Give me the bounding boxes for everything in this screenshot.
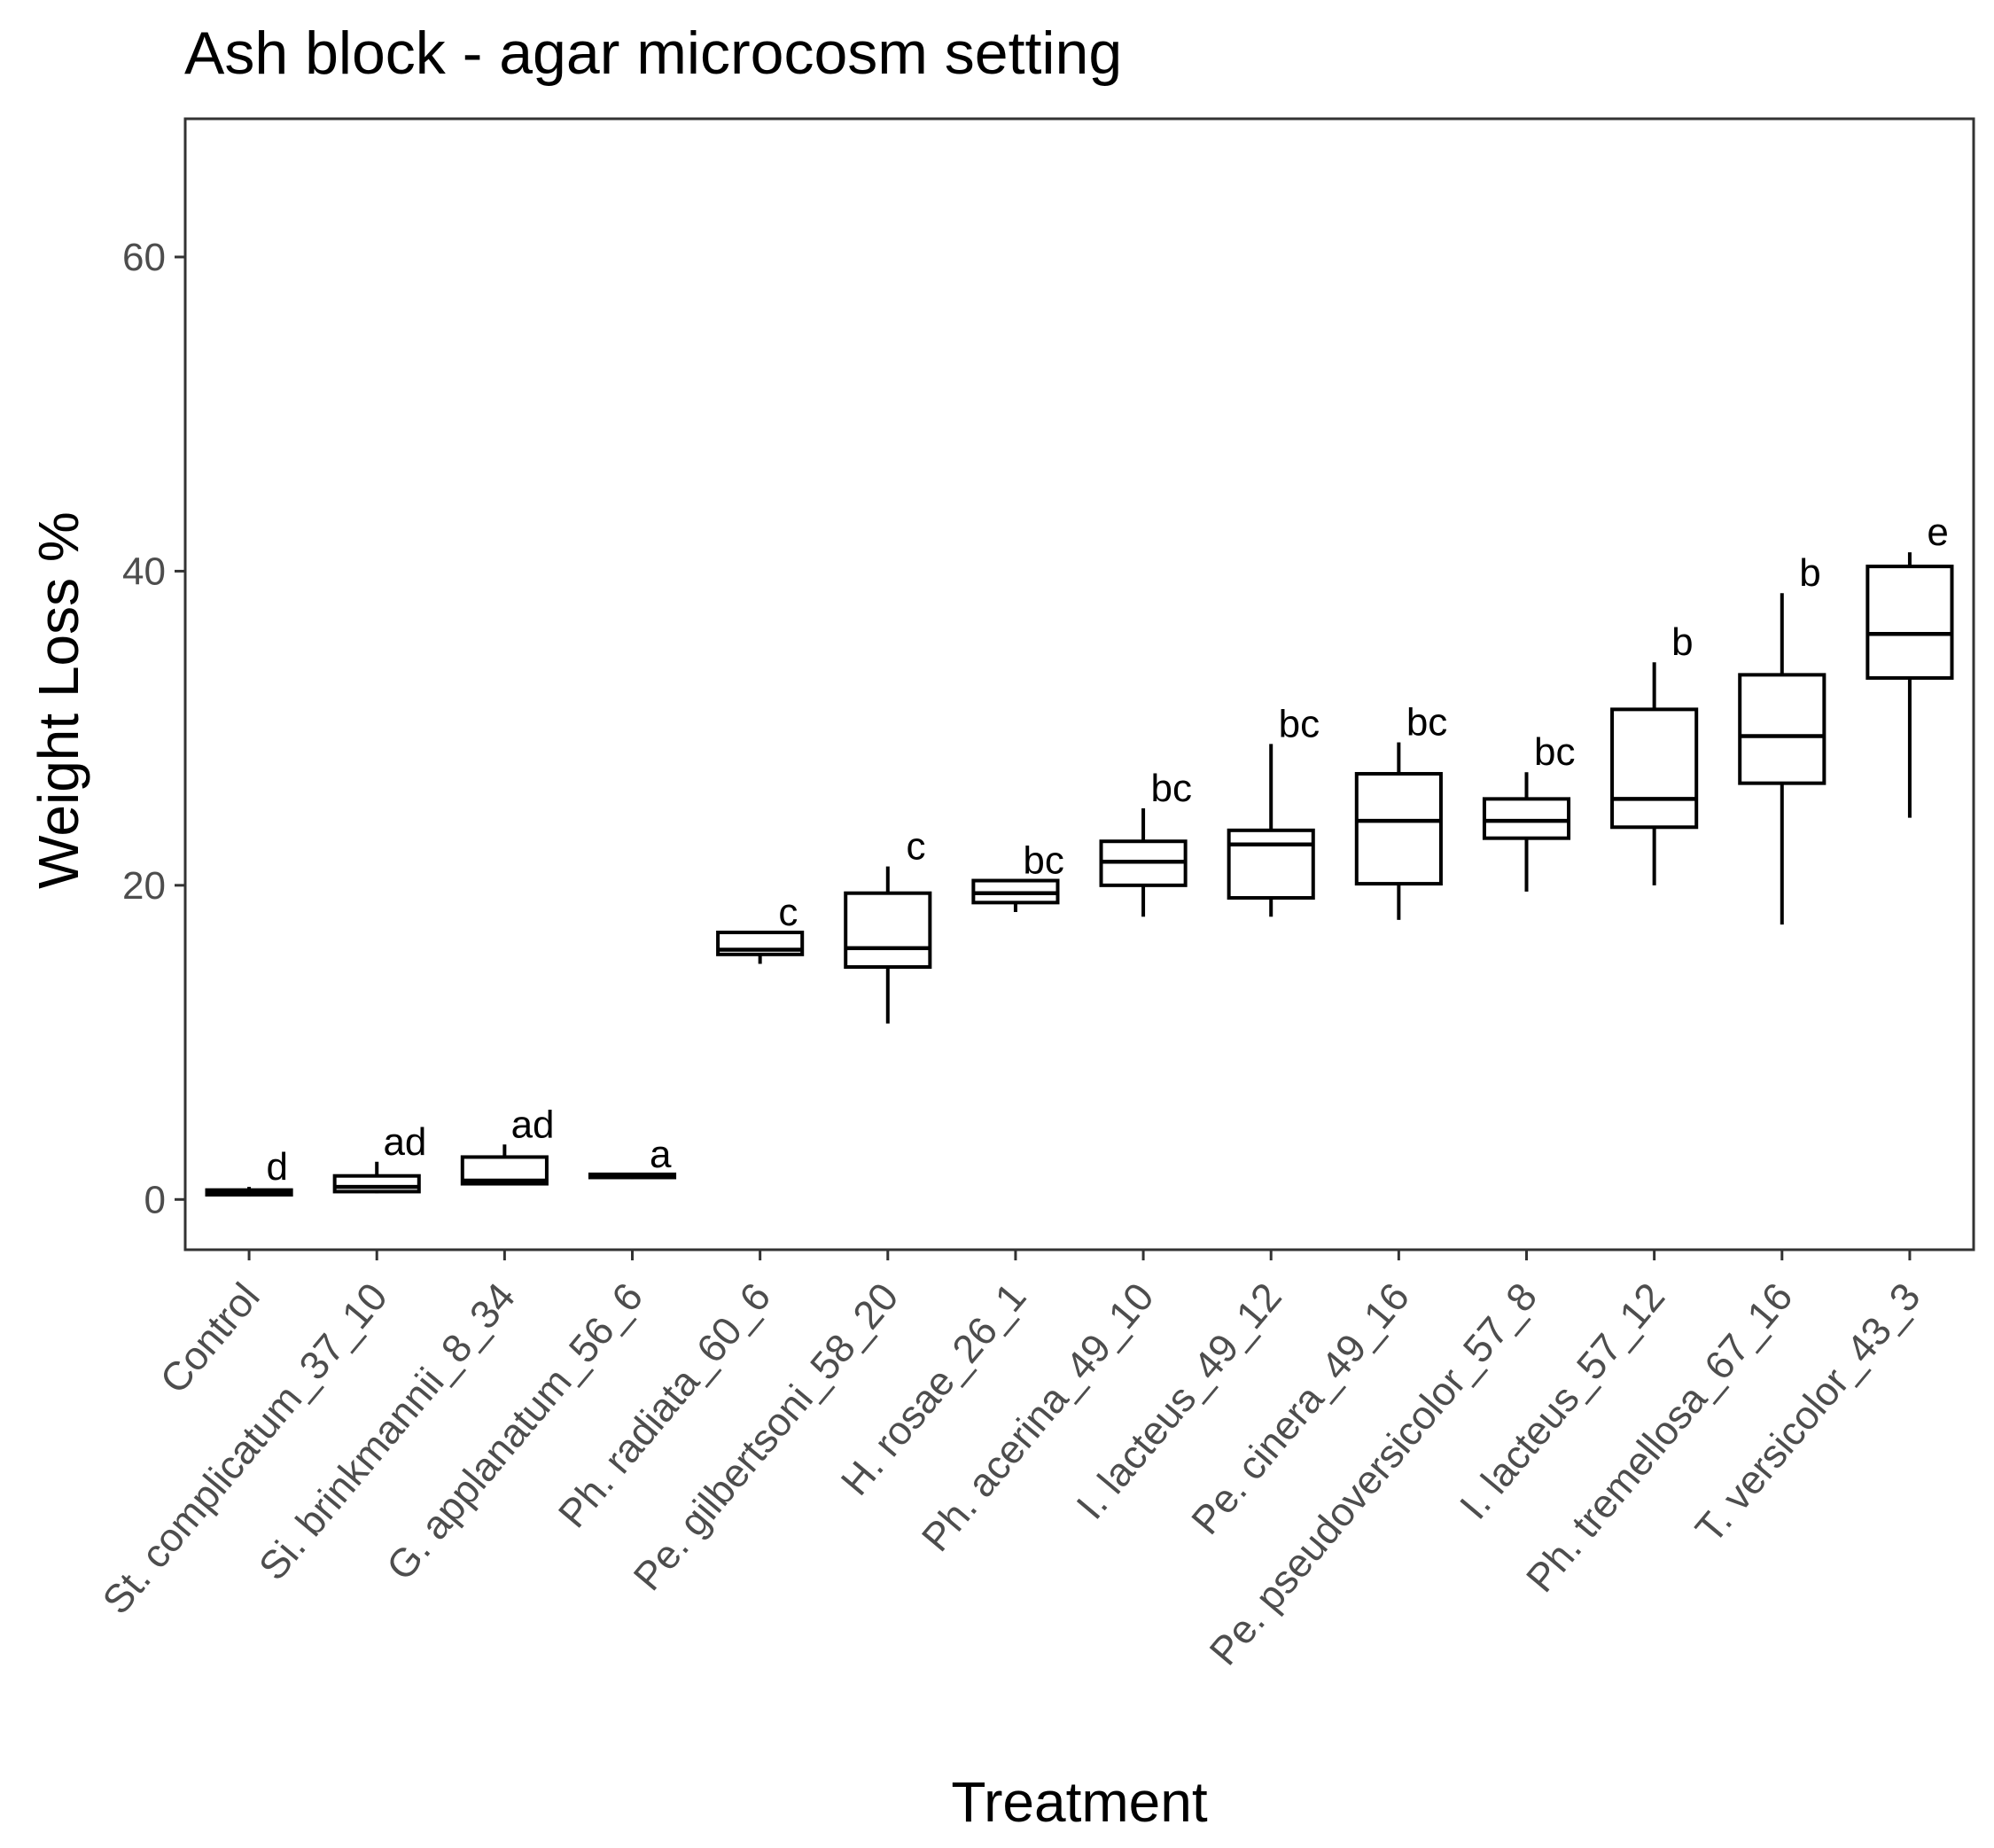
x-tick-label: Pe. cinera_49_16 xyxy=(1182,1275,1418,1543)
box-plot xyxy=(1738,593,1827,925)
y-axis-title: Weight Loss % xyxy=(27,511,90,889)
boxes xyxy=(205,552,1954,1197)
significance-letter: b xyxy=(1671,620,1693,664)
box-iqr xyxy=(1482,797,1571,840)
x-tick-label: Control xyxy=(151,1275,268,1402)
box-plot xyxy=(332,1161,421,1194)
box-plot xyxy=(1354,742,1443,920)
chart-title: Ash block - agar microcosm setting xyxy=(184,19,1122,87)
significance-letter: bc xyxy=(1534,730,1575,774)
box-plot xyxy=(1482,772,1571,892)
significance-letter: bc xyxy=(1151,767,1192,810)
significance-letters: d ad ad a c c bc bc bc bc bc b b e xyxy=(267,511,1949,1189)
significance-letter: d xyxy=(267,1145,288,1189)
significance-letter: b xyxy=(1799,551,1820,595)
box-iqr xyxy=(1610,707,1699,830)
box-iqr xyxy=(1227,828,1315,901)
box-plot xyxy=(971,878,1060,912)
significance-letter: a xyxy=(650,1133,672,1176)
box-plot xyxy=(1610,662,1699,885)
y-tick-label: 60 xyxy=(122,236,166,279)
box-plot xyxy=(844,866,932,1024)
y-tick-label: 20 xyxy=(122,864,166,908)
significance-letter: bc xyxy=(1406,701,1447,745)
significance-letter: ad xyxy=(511,1103,555,1146)
y-axis: 0 20 40 60 xyxy=(122,236,185,1221)
box-iqr xyxy=(332,1174,421,1194)
box-plot xyxy=(588,1172,677,1180)
box-plot xyxy=(1099,808,1188,917)
box-plot xyxy=(1227,744,1315,917)
box-plot xyxy=(205,1187,293,1197)
x-tick-label: Ph. acerina_49_10 xyxy=(913,1275,1163,1560)
box-plot xyxy=(716,931,805,964)
significance-letter: c xyxy=(906,825,925,869)
x-tick-label: Si. brinkmannii_8_34 xyxy=(250,1275,524,1589)
x-tick-label: G. applanatum_56_6 xyxy=(378,1275,651,1589)
box-plot xyxy=(460,1144,549,1186)
significance-letter: e xyxy=(1927,511,1948,554)
box-iqr xyxy=(1354,772,1443,886)
significance-letter: ad xyxy=(383,1120,426,1164)
y-tick-label: 40 xyxy=(122,550,166,593)
y-tick-label: 0 xyxy=(144,1178,166,1221)
x-tick-label: T. versicolor_43_3 xyxy=(1686,1275,1929,1552)
box-iqr xyxy=(1865,565,1954,680)
box-plot xyxy=(1865,552,1954,818)
box-iqr xyxy=(1738,673,1827,785)
plot-panel xyxy=(183,117,1975,1251)
box-iqr xyxy=(844,891,932,970)
significance-letter: c xyxy=(778,891,798,934)
significance-letter: bc xyxy=(1279,702,1320,745)
significance-letter: bc xyxy=(1023,839,1063,883)
x-axis-title: Treatment xyxy=(951,1770,1208,1834)
